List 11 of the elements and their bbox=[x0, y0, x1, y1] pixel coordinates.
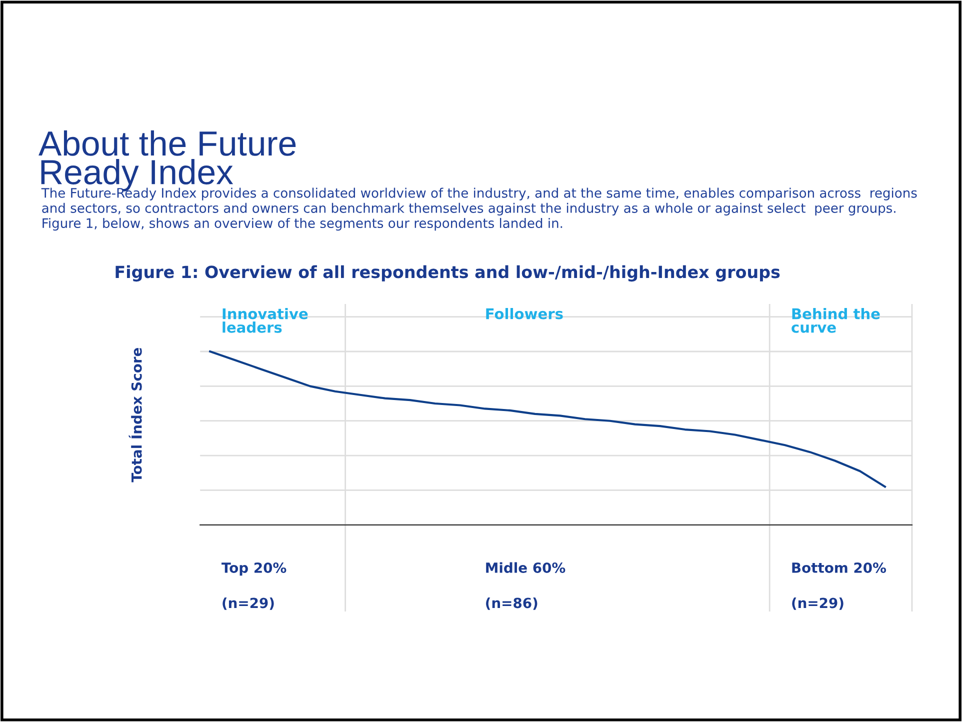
text: Midle 60% bbox=[486, 562, 566, 573]
text: Followers bbox=[486, 308, 563, 320]
text: Top 20% bbox=[222, 562, 286, 576]
text: Behind the curve bbox=[792, 308, 880, 333]
y-axis-title: Total Índex Score bbox=[128, 348, 142, 482]
text: (n=29) bbox=[222, 597, 274, 610]
text: Innovative leaders bbox=[222, 308, 308, 333]
text: (n=86) bbox=[486, 597, 538, 610]
text: (n=29) bbox=[792, 597, 844, 610]
caption: Figure 1: Overview of all respondents and low-/mid-/high-Index groups bbox=[116, 265, 780, 282]
text: Bottom 20% bbox=[792, 562, 886, 573]
